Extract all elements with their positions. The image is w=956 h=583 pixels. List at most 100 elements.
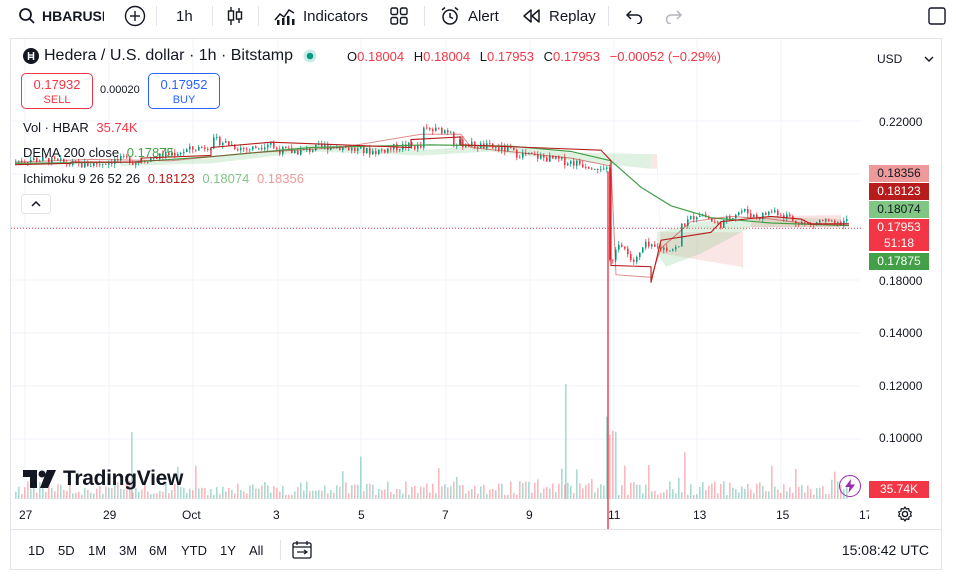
brand-name: TradingView	[63, 467, 184, 490]
price-axis-label: 0.12000	[879, 379, 923, 393]
price-axis-label: 0.22000	[879, 115, 923, 129]
chart-type-button[interactable]	[226, 0, 244, 32]
grid-layout-icon	[389, 6, 409, 26]
undo-icon	[624, 8, 644, 24]
redo-button[interactable]	[664, 0, 684, 32]
buy-label: BUY	[172, 94, 196, 106]
time-axis-label: 17	[859, 508, 869, 522]
ichimoku-base-tag: 0.18123	[869, 183, 929, 200]
ichimoku-conv-tag: 0.18074	[869, 201, 929, 218]
spread-value: 0.00020	[100, 84, 140, 96]
redo-icon	[664, 8, 684, 24]
replay-button[interactable]: Replay	[522, 0, 596, 32]
tradingview-logo: TradingView	[23, 467, 183, 491]
interval-button[interactable]: 1h	[176, 7, 193, 25]
buy-button[interactable]: 0.17952 BUY	[148, 73, 220, 109]
volume-value: 35.74K	[96, 120, 138, 135]
range-3m-button[interactable]: 3M	[119, 542, 138, 558]
time-axis-label: 29	[103, 508, 117, 522]
range-1y-button[interactable]: 1Y	[220, 542, 236, 558]
symbol-title: Hedera / U.S. dollar · 1h · Bitstamp	[44, 47, 293, 64]
search-icon	[18, 7, 36, 25]
indicators-button[interactable]: Indicators	[274, 0, 368, 32]
range-6m-button[interactable]: 6M	[149, 542, 168, 558]
bar-countdown: 51:18	[883, 236, 915, 250]
low-value: 0.17953	[487, 49, 534, 64]
open-value: 0.18004	[357, 49, 405, 64]
undo-button[interactable]	[624, 0, 644, 32]
range-ytd-button[interactable]: YTD	[181, 542, 207, 558]
dema-legend[interactable]: DEMA 200 close 0.17875	[23, 145, 174, 160]
price-chart[interactable]	[11, 39, 941, 529]
alert-label: Alert	[468, 7, 499, 25]
volume-tag: 35.74K	[869, 481, 929, 498]
gear-icon	[897, 506, 913, 522]
chevron-down-icon	[924, 56, 934, 62]
ichimoku-legend[interactable]: Ichimoku 9 26 52 26 0.18123 0.18074 0.18…	[23, 171, 304, 186]
symbol-legend[interactable]: Hedera / U.S. dollar · 1h · Bitstamp	[23, 47, 317, 65]
chart-pane[interactable]: Hedera / U.S. dollar · 1h · Bitstamp O0.…	[10, 38, 942, 530]
market-status-icon	[303, 49, 317, 63]
indicators-icon	[274, 6, 296, 26]
price-axis-label: 0.18000	[879, 274, 923, 288]
sell-price: 0.17932	[33, 77, 81, 92]
ichimoku-conv-value: 0.18074	[202, 171, 250, 186]
time-axis-label: 7	[442, 508, 449, 522]
time-axis-label: 27	[19, 508, 33, 522]
time-axis-label: 15	[776, 508, 790, 522]
sell-button[interactable]: 0.17932 SELL	[21, 73, 93, 109]
hedera-logo-icon	[23, 48, 39, 64]
symbol-name: HBARUSD	[42, 8, 104, 24]
dema-value: 0.17875	[126, 145, 174, 160]
range-5d-button[interactable]: 5D	[58, 542, 75, 558]
top-toolbar: HBARUSD 1h Indicators Alert Replay	[0, 0, 956, 32]
bottom-toolbar: 1D 5D 1M 3M 6M YTD 1Y All 15:08:42 UTC	[10, 530, 942, 570]
indicators-label: Indicators	[303, 7, 369, 25]
dema-price-tag: 0.17875	[869, 253, 929, 270]
alarm-clock-icon	[440, 6, 460, 26]
ichimoku-span-value: 0.18356	[256, 171, 304, 186]
square-icon	[928, 7, 946, 25]
currency-select[interactable]: USD	[873, 47, 937, 71]
tradingview-mark-icon	[23, 470, 57, 488]
calendar-range-icon	[292, 541, 312, 559]
layouts-button[interactable]	[389, 0, 409, 32]
last-price-value: 0.17953	[877, 220, 921, 234]
replay-label: Replay	[549, 7, 596, 25]
volume-legend[interactable]: Vol · HBAR 35.74K	[23, 120, 138, 135]
ohlc-values: O0.18004 H0.18004 L0.17953 C0.17953 −0.0…	[347, 49, 721, 64]
buy-price: 0.17952	[160, 77, 208, 92]
time-axis-label: Oct	[182, 508, 201, 522]
chart-settings-button[interactable]	[897, 506, 913, 527]
compare-symbol-button[interactable]	[124, 0, 146, 32]
collapse-legend-button[interactable]	[21, 194, 51, 214]
chevron-up-icon	[31, 201, 41, 207]
date-range-button[interactable]	[292, 530, 312, 570]
ichimoku-span-tag: 0.18356	[869, 165, 929, 182]
ichimoku-base-value: 0.18123	[147, 171, 195, 186]
time-axis-label: 13	[693, 508, 707, 522]
alert-button[interactable]: Alert	[440, 0, 499, 32]
change-value: −0.00052 (−0.29%)	[609, 49, 721, 64]
utc-clock[interactable]: 15:08:42 UTC	[841, 542, 929, 558]
high-value: 0.18004	[423, 49, 471, 64]
currency-label: USD	[877, 52, 903, 66]
time-axis-label: 11	[608, 508, 621, 522]
sell-label: SELL	[43, 94, 71, 106]
fullscreen-button[interactable]	[928, 0, 946, 32]
rewind-icon	[522, 8, 542, 24]
close-value: 0.17953	[553, 49, 601, 64]
price-axis-label: 0.10000	[879, 431, 923, 445]
time-axis-label: 9	[526, 508, 533, 522]
candles-icon	[226, 6, 244, 26]
symbol-search[interactable]: HBARUSD	[18, 0, 104, 32]
plus-circle-icon	[124, 5, 146, 27]
price-axis-label: 0.14000	[879, 326, 923, 340]
time-axis-label: 5	[358, 508, 365, 522]
range-1m-button[interactable]: 1M	[88, 542, 107, 558]
range-all-button[interactable]: All	[249, 542, 264, 558]
lightning-icon[interactable]	[839, 475, 861, 497]
last-price-tag: 0.17953 51:18	[869, 219, 929, 251]
time-axis-label: 3	[273, 508, 280, 522]
range-1d-button[interactable]: 1D	[28, 542, 45, 558]
